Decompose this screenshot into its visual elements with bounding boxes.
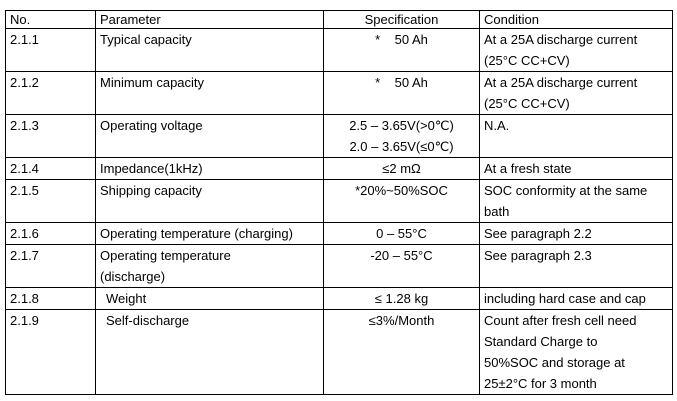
condition-cell: At a fresh state <box>479 157 673 180</box>
no-cell: 2.1.3 <box>5 114 96 158</box>
parameter-cell: Self-discharge <box>95 309 324 395</box>
cell-line: Operating voltage <box>100 118 203 133</box>
parameter-cell: Operating voltage <box>95 114 324 158</box>
cell-line: * 50 Ah <box>375 75 428 90</box>
condition-cell: Count after fresh cell need Standard Char… <box>479 309 673 395</box>
table-row: 2.1.7 Operating temperature (discharge) -20… <box>5 244 673 288</box>
parameter-cell: Typical capacity <box>95 28 324 72</box>
no-cell: 2.1.4 <box>5 157 96 180</box>
header-cell: Specification <box>323 10 480 29</box>
no-cell: 2.1.9 <box>5 309 96 395</box>
cell-line: 2.1.9 <box>10 313 39 328</box>
cell-line: SOC conformity at the same <box>484 183 648 198</box>
parameter-cell: Weight <box>95 287 324 310</box>
specification-cell: ≤3%/Month <box>323 309 480 395</box>
table-row: 2.1.4 Impedance(1kHz) ≤2 mΩ At a fresh stat… <box>5 157 673 180</box>
cell-line: Minimum capacity <box>100 75 205 90</box>
cell-line: Standard Charge to <box>484 334 598 349</box>
cell-line: Weight <box>106 291 147 306</box>
cell-line: 2.5 – 3.65V(>0℃) <box>349 118 454 133</box>
specification-cell: -20 – 55°C <box>323 244 480 288</box>
header-cell: No. <box>5 10 96 29</box>
spec-table: No. Parameter Specification Condition 2.1.1… <box>5 10 673 395</box>
cell-line: 2.1.4 <box>10 161 39 176</box>
no-cell: 2.1.2 <box>5 71 96 115</box>
cell-line: Operating temperature <box>100 248 231 263</box>
cell-line: including hard case and cap <box>484 291 646 306</box>
cell-line: N.A. <box>484 118 510 133</box>
cell-line: Shipping capacity <box>100 183 202 198</box>
table-row: 2.1.2 Minimum capacity * 50 Ah At a 25A dis… <box>5 71 673 115</box>
specification-cell: * 50 Ah <box>323 71 480 115</box>
cell-line: See paragraph 2.3 <box>484 248 592 263</box>
header-row: No. Parameter Specification Condition <box>5 10 673 29</box>
specification-cell: * 50 Ah <box>323 28 480 72</box>
cell-line: At a 25A discharge current <box>484 75 638 90</box>
condition-cell: including hard case and cap <box>479 287 673 310</box>
cell-line: 2.0 – 3.65V(≤0℃) <box>349 139 454 154</box>
no-cell: 2.1.5 <box>5 179 96 223</box>
condition-cell: See paragraph 2.3 <box>479 244 673 288</box>
cell-line: 2.1.5 <box>10 183 39 198</box>
table-row: 2.1.3 Operating voltage 2.5 – 3.65V(>0℃) 2.… <box>5 114 673 158</box>
cell-line: Typical capacity <box>100 32 192 47</box>
cell-line: At a fresh state <box>484 161 572 176</box>
specification-cell: *20%~50%SOC <box>323 179 480 223</box>
cell-line: 2.1.8 <box>10 291 39 306</box>
no-cell: 2.1.7 <box>5 244 96 288</box>
cell-line: 2.1.2 <box>10 75 39 90</box>
condition-cell: At a 25A discharge current (25°C CC+CV) <box>479 28 673 72</box>
cell-line: -20 – 55°C <box>370 248 433 263</box>
cell-line: 2.1.3 <box>10 118 39 133</box>
cell-line: * 50 Ah <box>375 32 428 47</box>
condition-cell: SOC conformity at the same bath <box>479 179 673 223</box>
cell-line: See paragraph 2.2 <box>484 226 592 241</box>
cell-line: 2.1.6 <box>10 226 39 241</box>
cell-line: Count after fresh cell need <box>484 313 637 328</box>
table-row: 2.1.8 Weight ≤ 1.28 kg including hard case … <box>5 287 673 310</box>
parameter-cell: Operating temperature (charging) <box>95 222 324 245</box>
cell-line: 0 – 55°C <box>376 226 427 241</box>
condition-cell: See paragraph 2.2 <box>479 222 673 245</box>
cell-line: 25±2°C for 3 month <box>484 376 597 391</box>
specification-cell: 0 – 55°C <box>323 222 480 245</box>
specification-cell: ≤2 mΩ <box>323 157 480 180</box>
cell-line: *20%~50%SOC <box>355 183 448 198</box>
header-cell: Condition <box>479 10 673 29</box>
no-cell: 2.1.8 <box>5 287 96 310</box>
condition-cell: At a 25A discharge current (25°C CC+CV) <box>479 71 673 115</box>
no-cell: 2.1.6 <box>5 222 96 245</box>
table-row: 2.1.5 Shipping capacity *20%~50%SOC SOC con… <box>5 179 673 223</box>
table-row: 2.1.1 Typical capacity * 50 Ah At a 25A dis… <box>5 28 673 72</box>
cell-line: 2.1.1 <box>10 32 39 47</box>
no-cell: 2.1.1 <box>5 28 96 72</box>
cell-line: Operating temperature (charging) <box>100 226 293 241</box>
cell-line: (discharge) <box>100 269 166 284</box>
cell-line: bath <box>484 204 510 219</box>
parameter-cell: Operating temperature (discharge) <box>95 244 324 288</box>
parameter-cell: Shipping capacity <box>95 179 324 223</box>
cell-line: ≤3%/Month <box>368 313 435 328</box>
cell-line: (25°C CC+CV) <box>484 96 570 111</box>
parameter-cell: Minimum capacity <box>95 71 324 115</box>
condition-cell: N.A. <box>479 114 673 158</box>
cell-line: 50%SOC and storage at <box>484 355 625 370</box>
cell-line: Impedance(1kHz) <box>100 161 203 176</box>
cell-line: At a 25A discharge current <box>484 32 638 47</box>
parameter-cell: Impedance(1kHz) <box>95 157 324 180</box>
specification-cell: ≤ 1.28 kg <box>323 287 480 310</box>
cell-line: 2.1.7 <box>10 248 39 263</box>
header-cell: Parameter <box>95 10 324 29</box>
cell-line: ≤ 1.28 kg <box>374 291 429 306</box>
cell-line: (25°C CC+CV) <box>484 53 570 68</box>
cell-line: Self-discharge <box>106 313 190 328</box>
specification-cell: 2.5 – 3.65V(>0℃) 2.0 – 3.65V(≤0℃) <box>323 114 480 158</box>
cell-line: ≤2 mΩ <box>382 161 421 176</box>
table-row: 2.1.6 Operating temperature (charging) 0 –… <box>5 222 673 245</box>
table-row: 2.1.9 Self-discharge ≤3%/Month Count after … <box>5 309 673 395</box>
